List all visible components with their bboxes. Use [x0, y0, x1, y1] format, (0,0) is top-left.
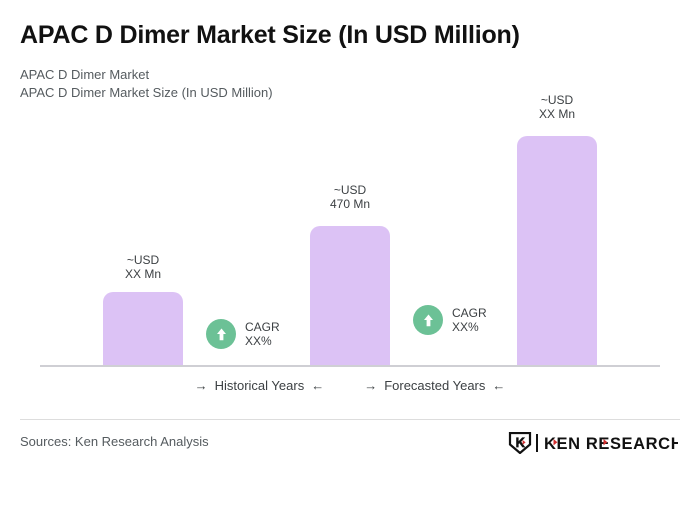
- arrow-up-icon: [215, 327, 228, 342]
- chart-subtitle-line-2: APAC D Dimer Market Size (In USD Million…: [20, 85, 273, 100]
- footer-divider: [20, 419, 680, 420]
- bar-value-label-3: ~USD XX Mn: [517, 93, 597, 121]
- sources-text: Sources: Ken Research Analysis: [20, 434, 209, 449]
- plot-area: ~USD XX Mn ~USD 470 Mn ~USD XX Mn: [40, 93, 660, 367]
- page-title: APAC D Dimer Market Size (In USD Million…: [20, 21, 520, 49]
- cagr-annotation-1: CAGR XX%: [206, 319, 280, 349]
- cagr-annotation-2: CAGR XX%: [413, 305, 487, 335]
- bar-value-label-2-line2: 470 Mn: [329, 197, 371, 211]
- bar-value-label-3-line2: XX Mn: [538, 107, 575, 121]
- cagr-label-1: CAGR XX%: [245, 320, 280, 348]
- arrow-up-icon: [422, 313, 435, 328]
- arrow-right-icon: →: [194, 378, 208, 393]
- x-axis-line: [40, 365, 660, 367]
- bar-3[interactable]: [517, 136, 597, 366]
- bar-value-label-3-line1: ~USD: [540, 93, 574, 107]
- cagr-label-1-line2: XX%: [245, 334, 272, 348]
- cagr-label-1-line1: CAGR: [245, 320, 280, 334]
- bar-value-label-1: ~USD XX Mn: [103, 253, 183, 281]
- chart-subtitle: APAC D Dimer Market APAC D Dimer Market …: [20, 66, 580, 102]
- chart-subtitle-line-1: APAC D Dimer Market: [20, 67, 150, 82]
- period-band-forecasted: → Forecasted Years ←: [364, 378, 505, 393]
- cagr-label-2-line2: XX%: [452, 320, 479, 334]
- bar-1[interactable]: [103, 292, 183, 366]
- cagr-label-2: CAGR XX%: [452, 306, 487, 334]
- brand-logo: KEN RESEARCH: [508, 432, 678, 454]
- cagr-label-2-line1: CAGR: [452, 306, 487, 320]
- period-band-historical-label: Historical Years: [214, 378, 305, 393]
- bar-value-label-2: ~USD 470 Mn: [310, 183, 390, 211]
- arrow-left-icon: ←: [492, 378, 506, 393]
- bar-value-label-2-line1: ~USD: [333, 183, 367, 197]
- svg-text:KEN RESEARCH: KEN RESEARCH: [544, 435, 678, 453]
- period-band-forecasted-label: Forecasted Years: [384, 378, 486, 393]
- cagr-badge-1: [206, 319, 236, 349]
- period-legend: → Historical Years ← → Forecasted Years …: [40, 378, 660, 393]
- arrow-right-icon: →: [364, 378, 378, 393]
- ken-research-logo-icon: KEN RESEARCH: [508, 432, 678, 454]
- arrow-left-icon: ←: [311, 378, 325, 393]
- bar-2[interactable]: [310, 226, 390, 366]
- bar-value-label-1-line2: XX Mn: [124, 267, 161, 281]
- bar-value-label-1-line1: ~USD: [126, 253, 160, 267]
- period-band-historical: → Historical Years ←: [195, 378, 325, 393]
- cagr-badge-2: [413, 305, 443, 335]
